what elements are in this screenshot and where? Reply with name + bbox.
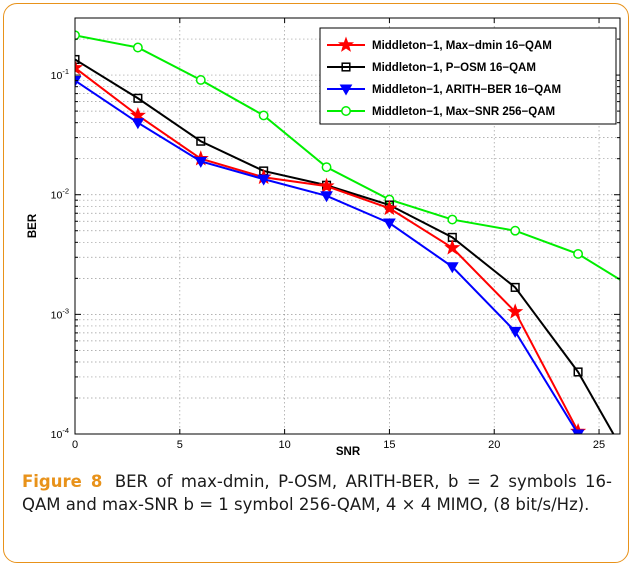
x-tick-label: 5 [177, 439, 183, 451]
legend-label: Middleton−1, P−OSM 16−QAM [372, 62, 536, 74]
data-point-square [133, 93, 143, 103]
y-axis-label: BER [27, 213, 39, 238]
series-line [75, 67, 581, 434]
data-point-triangle [75, 76, 82, 88]
series-group [75, 54, 615, 434]
data-point-star [318, 177, 335, 193]
data-point-triangle [508, 326, 522, 338]
data-point-triangle [194, 156, 208, 168]
data-point-triangle [131, 118, 145, 130]
caption-text: BER of max-dmin, P-OSM, ARITH-BER, b = 2… [22, 472, 612, 514]
series-group [75, 76, 585, 434]
data-point-triangle [257, 174, 271, 186]
data-point-triangle [445, 262, 459, 274]
figure-label: Figure 8 [22, 472, 103, 491]
x-axis-label: SNR [336, 446, 361, 458]
ber-chart: 0 5 10 15 20 25 10-1 10-2 10-3 10-4 SNR BER Midd… [27, 17, 621, 458]
data-point-triangle [339, 84, 353, 96]
x-tick-label: 15 [383, 439, 395, 451]
series-group [75, 30, 620, 281]
data-point-star [381, 199, 398, 216]
series-line [75, 34, 620, 281]
y-tick-label: 10-1 [51, 67, 69, 82]
y-axis: 10-1 10-2 10-3 10-4 [51, 38, 620, 441]
legend-label: Middleton−1, Max−SNR 256−QAM [372, 106, 555, 118]
data-point-triangle [571, 429, 585, 434]
y-tick-label: 10-3 [51, 306, 69, 321]
data-point-circle [258, 110, 269, 121]
legend-label: Middleton−1, Max−dmin 16−QAM [372, 40, 552, 52]
data-point-square [75, 54, 80, 65]
x-tick-label: 25 [593, 439, 605, 451]
series-line [75, 58, 615, 434]
series-layer [75, 30, 620, 434]
data-point-triangle [320, 191, 333, 203]
x-axis: 0 5 10 15 20 25 [72, 18, 605, 451]
data-point-triangle [383, 218, 396, 230]
data-point-square [196, 136, 206, 146]
plot-border [74, 17, 621, 435]
data-point-circle [573, 248, 584, 259]
x-tick-label: 10 [278, 439, 290, 451]
data-point-circle [341, 106, 351, 116]
data-point-star [507, 303, 524, 319]
data-point-circle [195, 75, 206, 85]
figure-caption: Figure 8 BER of max-dmin, P-OSM, ARITH-B… [22, 470, 612, 516]
data-point-square [510, 282, 520, 292]
legend-label: Middleton−1, ARITH−BER 16−QAM [372, 84, 561, 96]
series-line [75, 79, 580, 434]
data-point-star [337, 36, 355, 52]
y-tick-label: 10-2 [51, 187, 69, 202]
data-point-star [444, 239, 461, 255]
data-point-square [341, 62, 351, 72]
legend: Middleton−1, Max−dmin 16−QAM Middleton−1,… [319, 27, 617, 125]
data-point-circle [132, 42, 143, 53]
x-tick-label: 20 [488, 439, 500, 451]
data-point-circle [447, 214, 458, 225]
data-point-circle [321, 162, 332, 173]
data-point-star [75, 59, 84, 75]
legend-box [319, 27, 617, 125]
x-tick-label: 0 [72, 439, 78, 451]
y-tick-label: 10-4 [51, 426, 69, 441]
data-point-circle [510, 225, 521, 236]
data-point-square [573, 367, 583, 377]
